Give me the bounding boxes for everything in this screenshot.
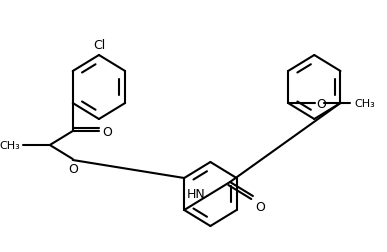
Text: CH₃: CH₃ [0, 140, 21, 150]
Text: O: O [255, 200, 265, 213]
Text: O: O [68, 162, 78, 175]
Text: Cl: Cl [93, 39, 105, 52]
Text: O: O [317, 97, 326, 110]
Text: HN: HN [187, 188, 205, 201]
Text: CH₃: CH₃ [354, 99, 375, 109]
Text: O: O [102, 125, 112, 138]
